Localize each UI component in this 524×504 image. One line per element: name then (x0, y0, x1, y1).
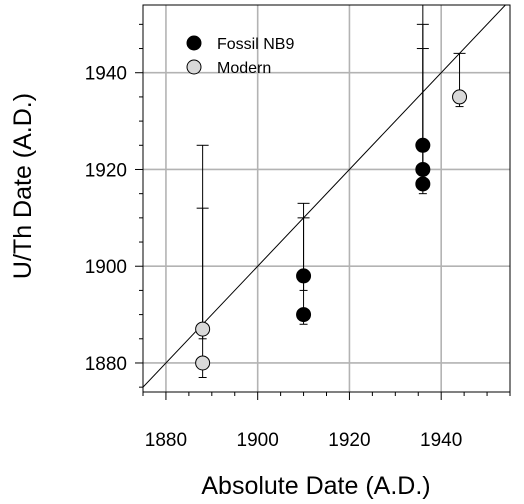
data-points (195, 89, 468, 371)
y-tick-label: 1880 (85, 354, 127, 375)
data-point (296, 268, 312, 284)
y-tick-label: 1920 (85, 160, 127, 181)
data-point (195, 355, 211, 371)
legend-marker (186, 59, 202, 75)
data-point (195, 321, 211, 337)
y-tick-label: 1940 (85, 64, 127, 85)
data-point (415, 176, 431, 192)
legend-label: Modern (217, 60, 271, 77)
data-point (296, 307, 312, 323)
axis-ticks: 1880 1900 1920 1940 1880 1900 1920 1940 (85, 23, 511, 451)
legend-marker (186, 35, 202, 51)
y-tick-label: 1900 (85, 257, 127, 278)
data-point (452, 89, 468, 105)
y-axis-title: U/Th Date (A.D.) (9, 93, 37, 279)
legend-label: Fossil NB9 (217, 36, 294, 53)
data-point (415, 161, 431, 177)
x-tick-label: 1920 (328, 430, 370, 451)
x-axis-title: Absolute Date (A.D.) (201, 472, 430, 500)
data-point (415, 137, 431, 153)
x-tick-label: 1880 (145, 430, 187, 451)
legend: Fossil NB9 Modern (186, 35, 294, 77)
x-tick-label: 1940 (420, 430, 462, 451)
x-tick-label: 1900 (237, 430, 279, 451)
